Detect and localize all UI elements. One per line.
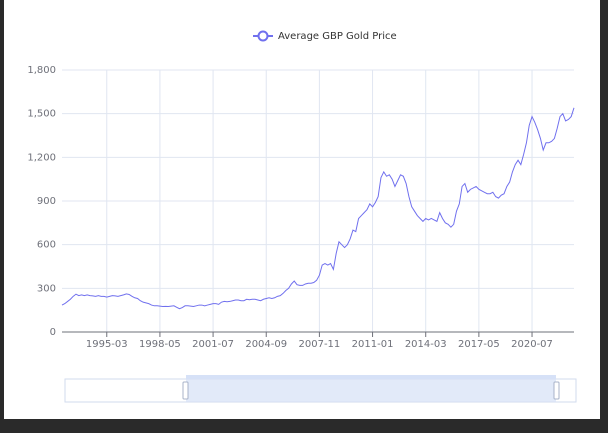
x-tick-label: 2014-03 [405,339,447,350]
x-tick-label: 2020-07 [511,339,553,350]
panel [4,0,600,419]
x-tick-label: 2004-09 [245,339,287,350]
y-tick-label: 900 [37,196,56,207]
data-zoom[interactable] [64,375,577,403]
x-tick-label: 2017-05 [458,339,500,350]
x-tick-label: 2007-11 [299,339,341,350]
series-line [61,107,575,310]
y-tick-label: 1,800 [27,65,56,76]
legend-symbol [257,30,269,42]
legend[interactable]: Average GBP Gold Price [253,30,397,42]
x-tick-label: 2011-01 [352,339,394,350]
legend-label: Average GBP Gold Price [278,31,397,42]
y-tick-label: 0 [50,327,56,338]
y-tick-label: 300 [37,283,56,294]
zoom-handle[interactable] [553,381,560,400]
x-tick-label: 2001-07 [192,339,234,350]
zoom-bar[interactable] [186,375,556,379]
zoom-handle[interactable] [182,381,189,400]
y-tick-label: 1,200 [27,152,56,163]
x-tick-label: 1998-05 [139,339,181,350]
y-tick-label: 600 [37,240,56,251]
y-tick-label: 1,500 [27,109,56,120]
zoom-window[interactable] [186,379,556,402]
x-tick-label: 1995-03 [86,339,128,350]
